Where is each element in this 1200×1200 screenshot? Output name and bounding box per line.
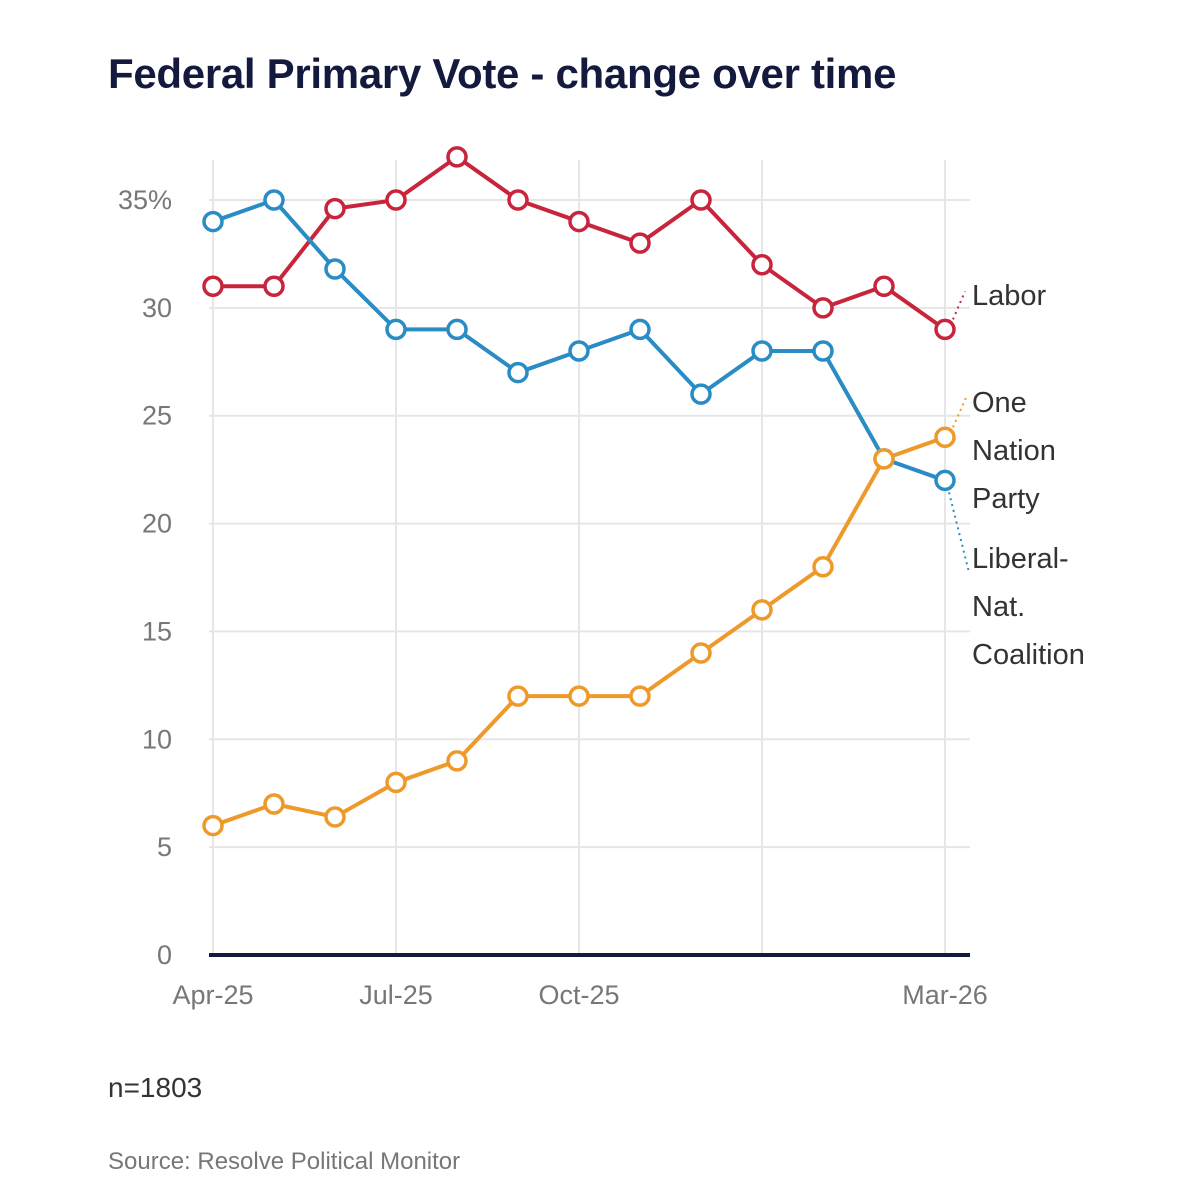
y-tick-label-15: 15 [142,616,172,646]
one-nation-party-label-leader [952,394,968,428]
labor-point-9 [751,253,773,276]
x-tick-label-mar-26: Mar-26 [902,980,988,1010]
liberal-nat-coalition-point-1 [263,189,285,211]
y-tick-label-5: 5 [157,832,172,862]
one-nation-party-label-line-1: Nation [972,435,1056,467]
liberal-nat-coalition-point-9 [751,340,773,362]
chart-title: Federal Primary Vote - change over time [108,50,897,97]
one-nation-party-point-12 [934,426,956,449]
y-tick-label-20: 20 [142,509,172,539]
y-tick-label-10: 10 [142,724,172,754]
labor-point-3 [385,189,407,211]
axes: 0 5 10 15 20 25 30 35% Apr-25 Jul-25 Oct-25 Mar-26 [118,185,988,1010]
liberal-nat-coalition-point-8 [690,383,712,405]
liberal-nat-coalition-point-12 [934,469,956,492]
labor-point-10 [812,297,834,319]
labor-label: Labor [972,280,1047,312]
series-points [202,146,956,837]
x-tick-label-apr-25: Apr-25 [172,980,253,1010]
liberal-nat-coalition-label-line-1: Nat. [972,591,1025,623]
labor-label-leader [952,291,966,320]
labor-point-1 [263,275,285,298]
one-nation-party-point-3 [385,771,407,794]
labor-point-6 [568,210,590,233]
one-nation-party-point-10 [812,555,834,578]
labor-point-8 [690,189,712,211]
gridlines [209,160,970,955]
liberal-nat-coalition-point-3 [385,318,407,341]
x-tick-label-jul-25: Jul-25 [359,980,433,1010]
labor-label-line-0: Labor [972,280,1047,312]
one-nation-party-point-0 [202,814,224,837]
liberal-nat-coalition-point-2 [324,258,346,280]
y-tick-label-0: 0 [157,940,172,970]
one-nation-party-point-4 [446,750,468,772]
labor-point-5 [507,189,529,211]
one-nation-party-point-2 [324,806,346,828]
one-nation-party-point-9 [751,599,773,621]
y-tick-label-35: 35% [118,185,172,215]
labor-point-2 [324,197,346,220]
liberal-nat-coalition-point-6 [568,340,590,362]
liberal-nat-coalition-point-0 [202,210,224,233]
liberal-nat-coalition-label-leader [948,492,970,573]
x-tick-label-oct-25: Oct-25 [538,980,619,1010]
one-nation-party-point-1 [263,793,285,815]
one-nation-party-point-7 [629,685,651,707]
one-nation-party-point-8 [690,642,712,664]
liberal-nat-coalition-label: Liberal- Nat. Coalition [972,543,1085,671]
liberal-nat-coalition-point-10 [812,340,834,362]
liberal-nat-coalition-point-5 [507,361,529,384]
liberal-nat-coalition-label-line-0: Liberal- [972,543,1069,575]
sample-size-note: n=1803 [108,1072,203,1103]
one-nation-party-point-11 [873,448,895,470]
labor-point-7 [629,232,651,254]
labor-point-4 [446,146,468,168]
source-note: Source: Resolve Political Monitor [108,1148,461,1175]
labor-point-0 [202,275,224,298]
liberal-nat-coalition-point-4 [446,318,468,341]
labor-point-12 [934,318,956,341]
one-nation-party-point-6 [568,685,590,707]
one-nation-party-point-5 [507,685,529,707]
liberal-nat-coalition-point-7 [629,318,651,341]
one-nation-party-label-line-2: Party [972,483,1040,515]
one-nation-party-label: One Nation Party [972,387,1056,515]
y-tick-label-30: 30 [142,293,172,323]
y-tick-label-25: 25 [142,401,172,431]
series-labels: Labor Liberal- Nat. Coalition One Nation Party [948,280,1085,671]
labor-point-11 [873,275,895,298]
one-nation-party-label-line-0: One [972,387,1027,419]
liberal-nat-coalition-label-line-2: Coalition [972,639,1085,671]
